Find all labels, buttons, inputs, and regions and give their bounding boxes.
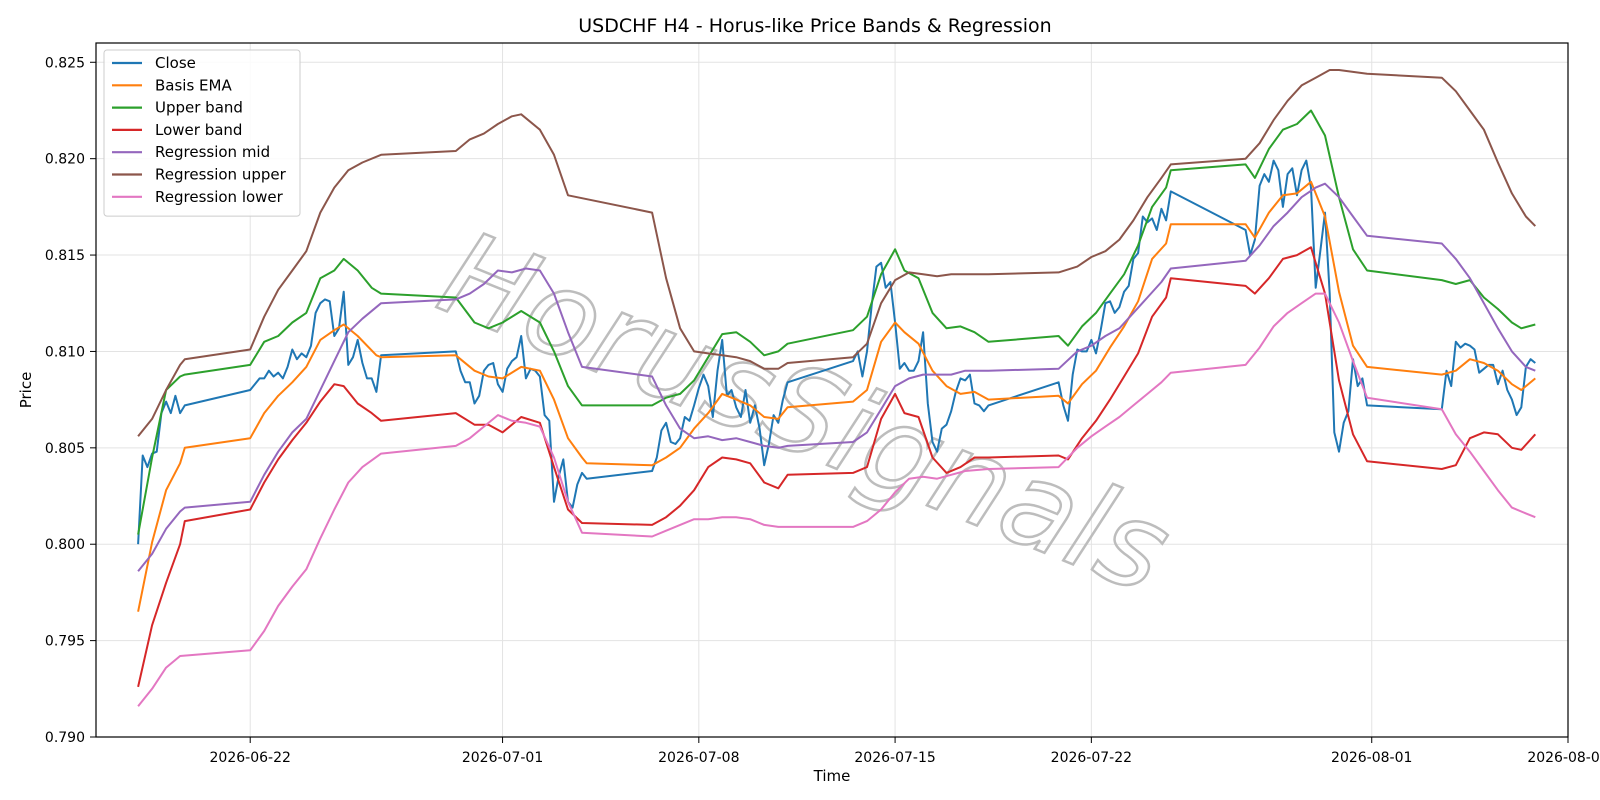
plot-frame [95, 42, 1569, 738]
x-tick-label: 2026-08-08 [1527, 750, 1600, 766]
series-line-upper-band [137, 109, 1536, 535]
legend-box [103, 49, 301, 217]
legend-label: Lower band [155, 121, 242, 139]
legend-label: Regression mid [155, 143, 270, 161]
series-line-regression-mid [137, 182, 1536, 572]
x-tick-label: 2026-06-22 [210, 750, 291, 766]
x-tick-label: 2026-07-08 [658, 750, 739, 766]
series-line-lower-band [137, 246, 1537, 688]
series-line-close [137, 159, 1536, 545]
y-tick-label: 0.800 [45, 537, 85, 553]
y-tick-label: 0.790 [45, 730, 85, 746]
series-line-regression-lower [137, 292, 1536, 707]
series-line-regression-upper [137, 69, 1537, 437]
y-tick-label: 0.815 [45, 248, 85, 264]
x-axis: 2026-06-22 2026-07-01 2026-07-08 2026-07-15… [210, 737, 1600, 766]
x-tick-label: 2026-08-01 [1331, 750, 1412, 766]
legend-label: Upper band [155, 99, 243, 117]
x-tick-label: 2026-07-01 [462, 750, 543, 766]
y-axis: 0.790 0.795 0.800 0.805 0.810 0.815 0.820 0.825 [45, 55, 96, 746]
series-lines [137, 69, 1537, 707]
chart-title: USDCHF H4 - Horus-like Price Bands & Reg… [578, 15, 1051, 37]
x-axis-label: Time [813, 767, 851, 785]
y-axis-label: Price [17, 372, 35, 409]
legend: Close Basis EMA Upper band Lower band Regres… [103, 49, 301, 217]
legend-label: Basis EMA [155, 76, 232, 94]
y-tick-label: 0.810 [45, 344, 85, 360]
legend-label: Regression upper [155, 166, 287, 184]
y-tick-label: 0.805 [45, 441, 85, 457]
y-tick-label: 0.795 [45, 634, 85, 650]
x-tick-label: 2026-07-22 [1051, 750, 1132, 766]
y-tick-label: 0.820 [45, 152, 85, 168]
legend-label: Regression lower [155, 188, 284, 206]
y-tick-label: 0.825 [45, 55, 85, 71]
legend-label: Close [155, 54, 196, 72]
x-tick-label: 2026-07-15 [854, 750, 935, 766]
